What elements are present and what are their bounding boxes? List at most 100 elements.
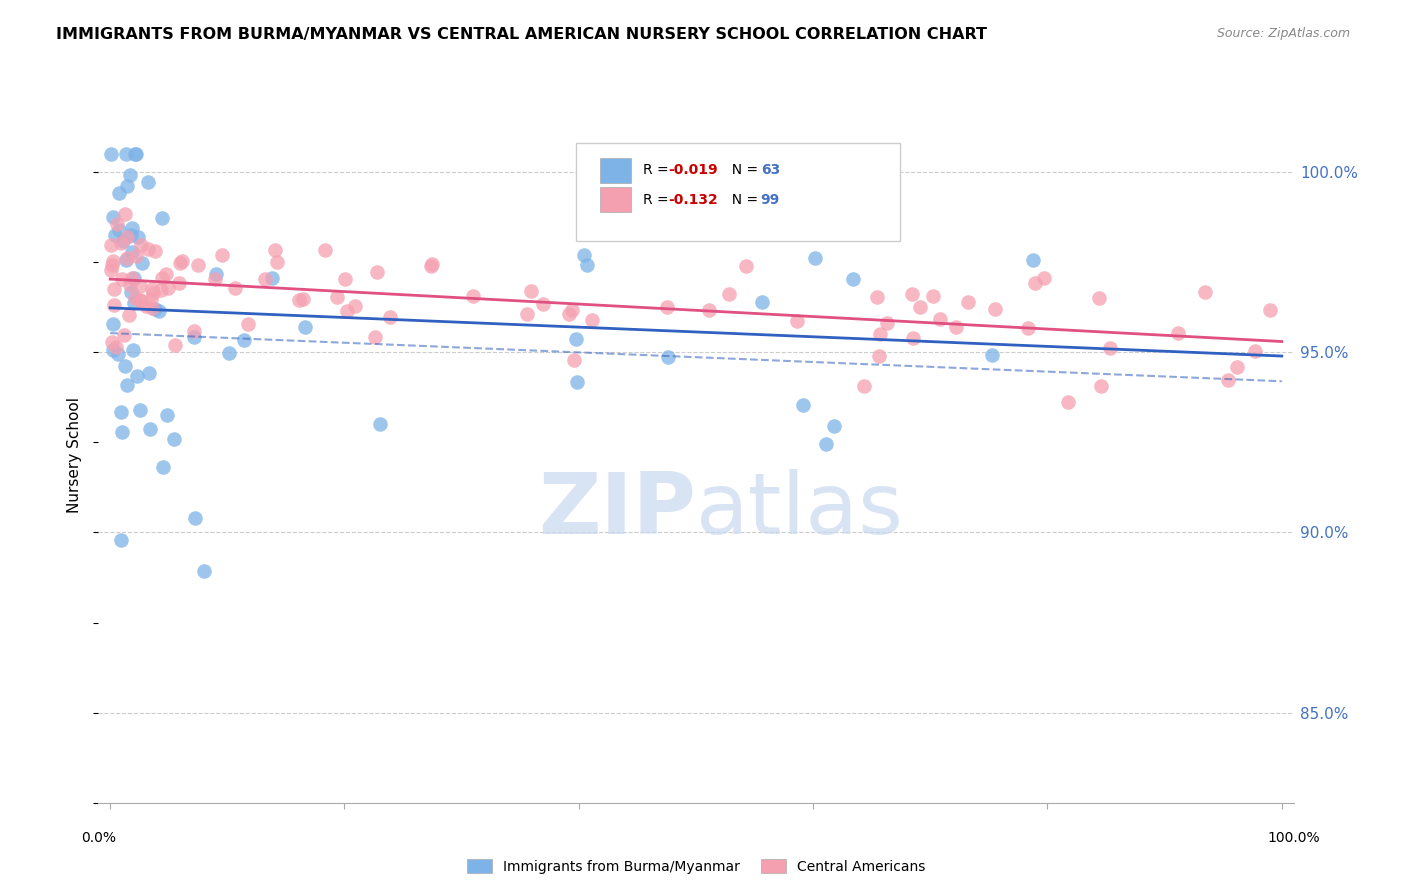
Text: 99: 99 — [761, 193, 780, 207]
Point — [125, 249, 148, 263]
Point — [928, 311, 950, 326]
Point — [335, 271, 357, 285]
Point — [136, 242, 159, 256]
Point — [901, 331, 924, 345]
Point — [657, 350, 679, 364]
Point — [193, 564, 215, 578]
Point — [1260, 303, 1282, 318]
Point — [814, 437, 837, 451]
Point — [112, 234, 135, 248]
Text: -0.132: -0.132 — [668, 193, 717, 207]
Point — [115, 253, 138, 268]
Point — [368, 417, 391, 431]
Point — [127, 230, 149, 244]
Point — [124, 147, 146, 161]
Point — [564, 332, 586, 346]
Point — [103, 297, 125, 311]
Point — [336, 303, 359, 318]
Text: Source: ZipAtlas.com: Source: ZipAtlas.com — [1216, 27, 1350, 40]
Point — [1167, 326, 1189, 340]
Point — [1032, 271, 1054, 285]
Point — [103, 282, 125, 296]
Point — [183, 330, 205, 344]
Point — [697, 302, 720, 317]
Point — [183, 511, 205, 525]
Point — [314, 243, 336, 257]
Point — [292, 292, 315, 306]
Point — [841, 272, 863, 286]
Point — [135, 299, 157, 313]
Point — [129, 403, 152, 417]
Point — [104, 227, 127, 242]
Point — [143, 244, 166, 258]
Point — [1226, 360, 1249, 375]
Text: 100.0%: 100.0% — [1267, 830, 1320, 845]
Point — [136, 175, 159, 189]
Text: -0.019: -0.019 — [668, 163, 717, 178]
Point — [131, 256, 153, 270]
Point — [149, 283, 172, 297]
Point — [129, 293, 152, 308]
Point — [823, 418, 845, 433]
Point — [110, 236, 132, 251]
Point — [420, 257, 443, 271]
Point — [984, 301, 1007, 316]
Point — [853, 378, 876, 392]
Point — [264, 243, 287, 257]
Point — [115, 147, 138, 161]
Point — [110, 405, 132, 419]
Point — [751, 295, 773, 310]
Point — [868, 349, 890, 363]
Point — [956, 295, 979, 310]
Point — [735, 259, 758, 273]
Point — [167, 276, 190, 290]
Point — [366, 265, 388, 279]
Point — [1024, 277, 1046, 291]
Point — [1022, 252, 1045, 267]
Point — [101, 254, 124, 268]
Text: R =: R = — [643, 193, 672, 207]
Point — [463, 289, 485, 303]
Point — [1057, 394, 1080, 409]
Point — [572, 248, 595, 262]
Point — [122, 343, 145, 357]
Point — [717, 287, 740, 301]
Point — [120, 278, 142, 293]
Point — [253, 271, 276, 285]
Point — [380, 310, 402, 325]
Point — [204, 272, 226, 286]
Point — [118, 308, 141, 322]
Point — [866, 290, 889, 304]
Point — [533, 297, 555, 311]
Point — [115, 230, 138, 244]
Point — [325, 290, 347, 304]
Point — [108, 186, 131, 200]
Point — [114, 359, 136, 373]
Point — [100, 147, 122, 161]
Point — [101, 258, 124, 272]
Point — [107, 223, 129, 237]
Point — [141, 282, 163, 296]
Point — [124, 296, 146, 310]
Point — [111, 425, 134, 439]
Point — [110, 533, 132, 547]
Point — [869, 326, 891, 341]
Point — [156, 409, 179, 423]
Point — [101, 343, 124, 357]
Point — [152, 459, 174, 474]
Point — [115, 378, 138, 392]
Point — [658, 221, 681, 235]
Point — [981, 348, 1004, 362]
Point — [121, 221, 143, 235]
Point — [156, 281, 179, 295]
Point — [105, 340, 128, 354]
Point — [148, 303, 170, 318]
Point — [120, 168, 142, 182]
Point — [908, 301, 931, 315]
Point — [170, 254, 193, 268]
Point — [562, 353, 585, 368]
Point — [262, 271, 284, 285]
Point — [150, 270, 173, 285]
Point — [1098, 341, 1121, 355]
Text: N =: N = — [723, 193, 762, 207]
